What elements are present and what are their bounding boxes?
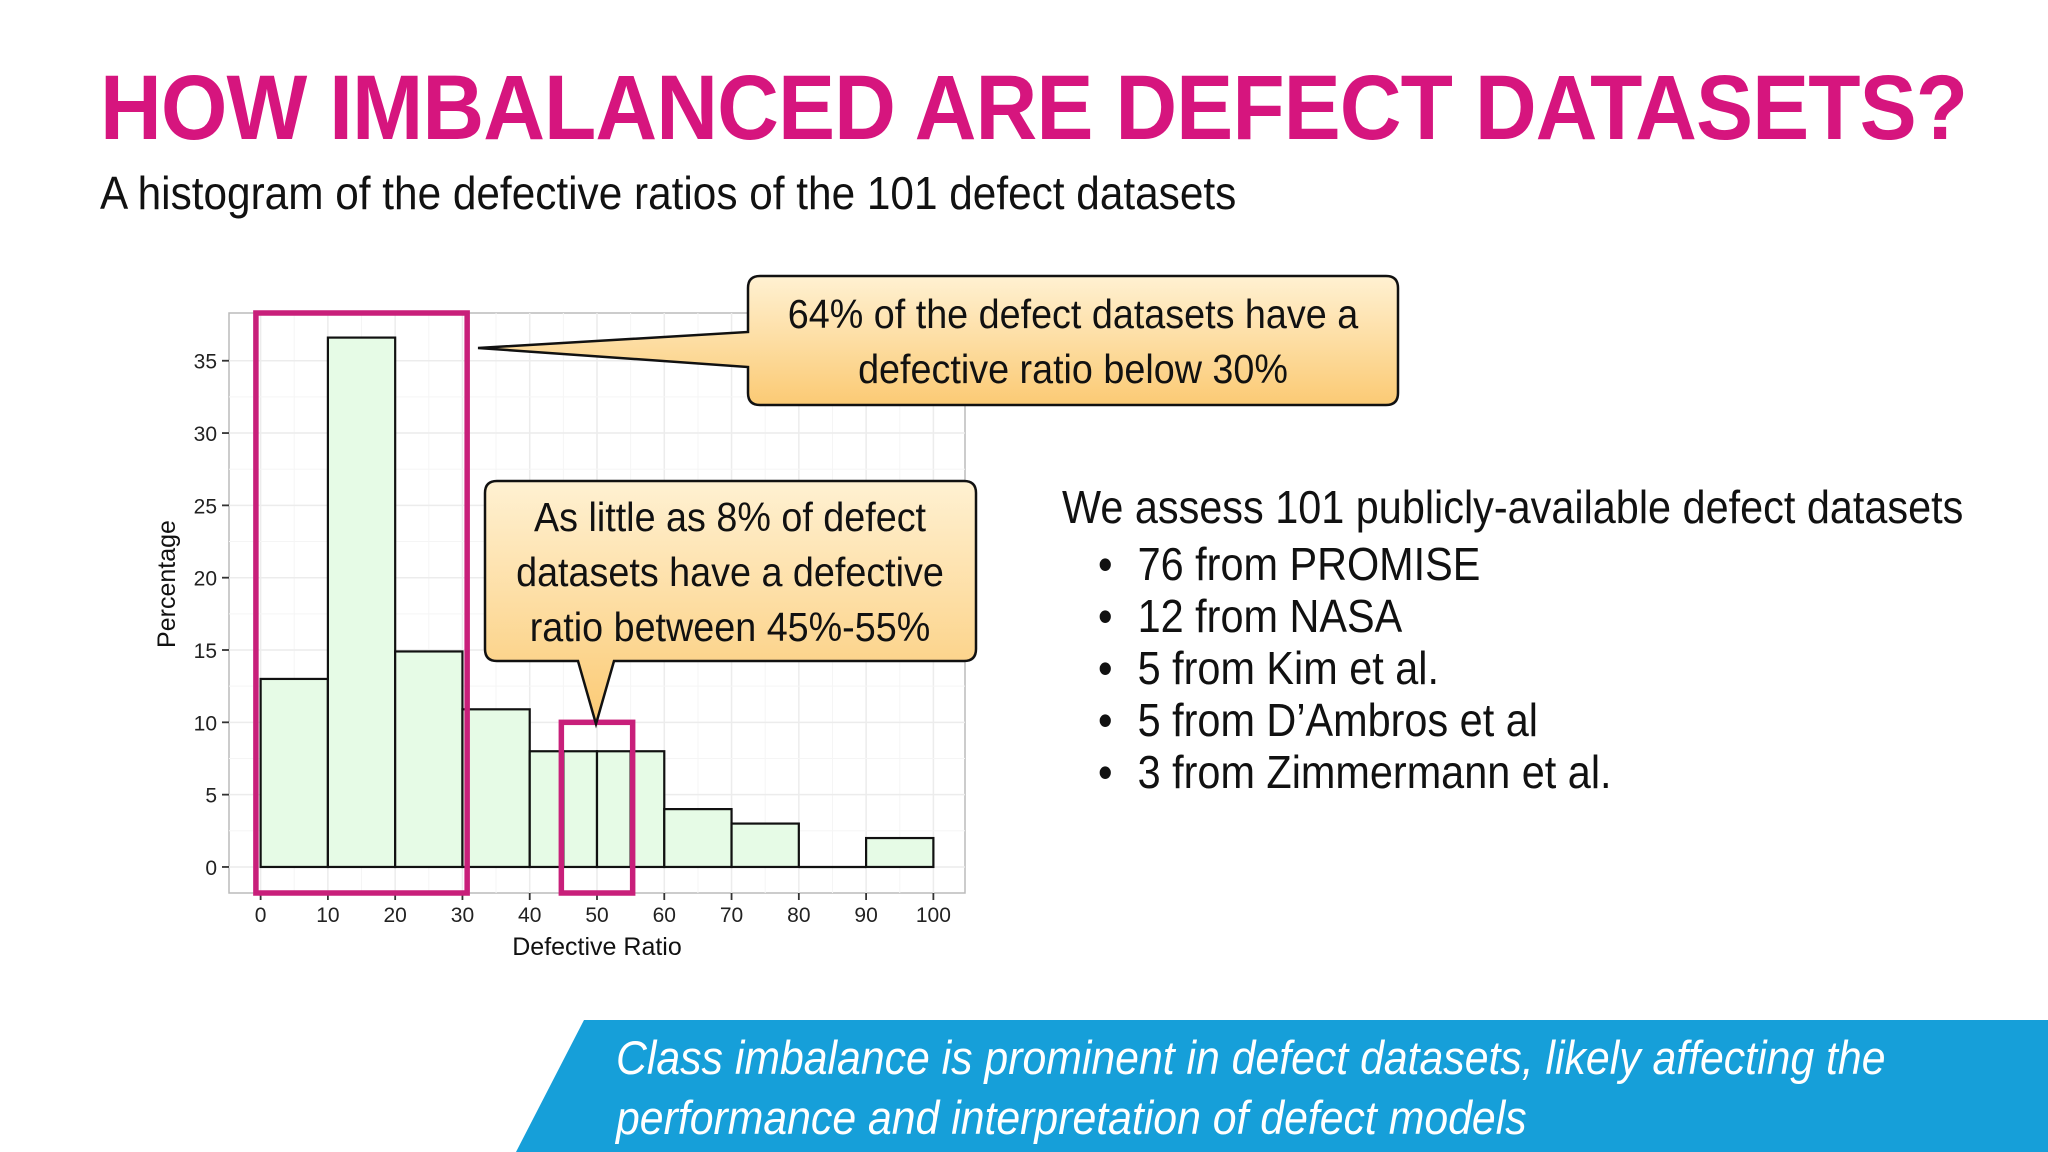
histogram-bar [259,677,329,869]
y-tick-label: 5 [205,785,217,808]
histogram-bar [663,808,733,869]
y-axis-ticks: 0 5 10 15 20 25 30 35 [194,351,229,880]
histogram-bar [730,822,800,869]
callout-top-line-1: 64% of the defect datasets have a [787,291,1359,337]
summary-lead: We assess 101 publicly-available defect … [1062,481,1964,533]
histogram-bar [562,750,599,869]
x-tick-label: 60 [653,904,676,927]
histogram-bar [461,708,531,869]
list-item: • 3 from Zimmermann et al. [1098,746,1963,798]
list-item-text: 5 from D’Ambros et al [1137,694,1538,746]
list-item: • 5 from D’Ambros et al [1098,694,1963,746]
x-axis-label: Defective Ratio [512,933,682,961]
y-tick-label: 0 [205,857,217,880]
list-item: • 12 from NASA [1098,590,1963,642]
x-tick-label: 0 [255,904,267,927]
bullet: • [1098,538,1113,590]
bullet: • [1098,694,1113,746]
y-tick-label: 30 [194,423,217,446]
x-tick-label: 80 [787,904,810,927]
banner-line-2: performance and interpretation of defect… [616,1091,1527,1144]
slide-title: HOW IMBALANCED ARE DEFECT DATASETS? [100,57,1968,159]
highlight-box [253,310,470,896]
y-tick-label: 35 [194,351,217,374]
dataset-source-list: • 76 from PROMISE • 12 from NASA • 5 from K… [1062,538,1963,798]
bullet: • [1098,642,1113,694]
datasets-summary: We assess 101 publicly-available defect … [1062,478,1963,798]
x-tick-label: 10 [316,904,339,927]
list-item: • 5 from Kim et al. [1098,642,1963,694]
callout-bottom-line-3: ratio between 45%-55% [529,604,931,650]
y-tick-label: 10 [194,712,217,735]
callout-bottom: As little as 8% of defect datasets have … [484,490,976,655]
x-tick-label: 30 [451,904,474,927]
callout-top: 64% of the defect datasets have a defect… [748,287,1398,397]
list-item-text: 3 from Zimmermann et al. [1137,746,1612,798]
conclusion-banner-text: Class imbalance is prominent in defect d… [616,1028,1885,1148]
callout-top-line-2: defective ratio below 30% [858,346,1288,392]
callout-bubble-top [477,274,1400,407]
histogram-bar [595,750,632,869]
callout-bubble-bottom [483,479,978,729]
x-tick-label: 90 [854,904,877,927]
conclusion-banner [516,1020,2048,1152]
histogram-bar [394,650,464,869]
callout-bottom-line-2: datasets have a defective [516,549,944,595]
y-tick-label: 25 [194,495,217,518]
x-tick-label: 40 [518,904,541,927]
y-tick-label: 15 [194,640,217,663]
x-tick-label: 70 [720,904,743,927]
x-axis-ticks: 0 10 20 30 40 50 60 70 80 90 100 [255,893,951,927]
bullet: • [1098,746,1113,798]
list-item-text: 5 from Kim et al. [1137,642,1439,694]
histogram-bar [865,836,935,869]
x-tick-label: 100 [916,904,951,927]
list-item: • 76 from PROMISE [1098,538,1963,590]
x-tick-label: 50 [585,904,608,927]
banner-line-1: Class imbalance is prominent in defect d… [616,1031,1886,1084]
histogram-bar [528,750,565,869]
histogram-bar [629,750,666,869]
y-axis-label: Percentage [153,520,181,648]
callout-bottom-line-1: As little as 8% of defect [533,494,927,540]
histogram-bars [259,336,935,869]
slide-subtitle: A histogram of the defective ratios of t… [100,167,1237,219]
x-tick-label: 20 [383,904,406,927]
histogram-bar [326,336,397,869]
y-tick-label: 20 [194,568,217,591]
list-item-text: 12 from NASA [1137,590,1403,642]
bullet: • [1098,590,1113,642]
list-item-text: 76 from PROMISE [1137,538,1481,590]
